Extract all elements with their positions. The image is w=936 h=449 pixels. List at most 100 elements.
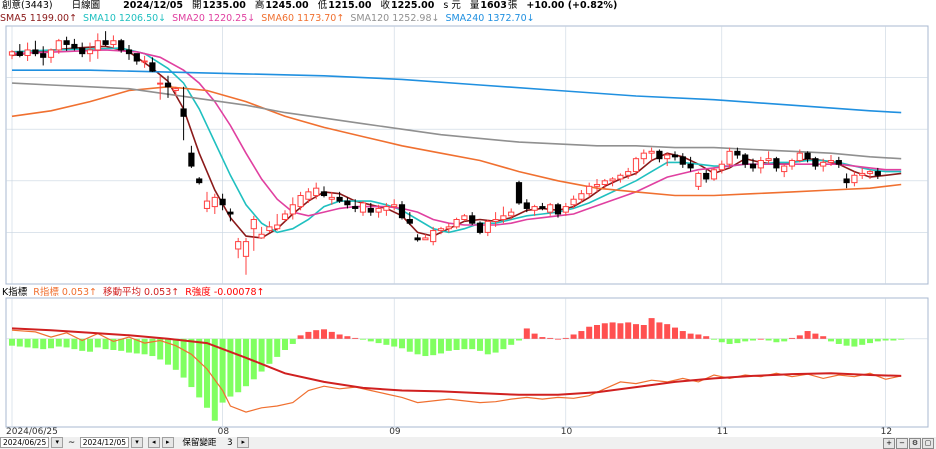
oscillator-bar bbox=[118, 338, 125, 351]
oscillator-bar bbox=[438, 338, 444, 354]
candle-body bbox=[391, 204, 398, 208]
candle-body bbox=[523, 202, 530, 209]
oscillator-bar bbox=[835, 338, 842, 344]
date-range-separator: ~ bbox=[67, 438, 76, 448]
candle-body bbox=[757, 160, 764, 169]
oscillator-bar bbox=[157, 338, 164, 360]
candle-body bbox=[79, 47, 86, 55]
oscillator-bar bbox=[227, 338, 234, 397]
x-axis-tick-label: 09 bbox=[389, 427, 401, 437]
oscillator-bar bbox=[617, 323, 624, 339]
candle-body bbox=[453, 219, 460, 228]
candle-body bbox=[469, 215, 476, 224]
volume-unit: 張 bbox=[507, 0, 518, 11]
oscillator-bar bbox=[383, 338, 390, 345]
oscillator-bar bbox=[266, 338, 273, 364]
oscillator-bar bbox=[172, 338, 179, 370]
ma-line-sma20 bbox=[11, 49, 902, 226]
start-date-field[interactable]: 2024/06/25 bbox=[0, 437, 50, 448]
stock-name: 創意(3443) bbox=[2, 0, 53, 11]
oscillator-bar bbox=[656, 322, 663, 339]
scroll-right-button[interactable]: ▸ bbox=[161, 437, 174, 448]
oscillator-bar bbox=[406, 338, 413, 352]
candle-body bbox=[336, 196, 343, 202]
candle-body bbox=[47, 49, 55, 58]
candle-body bbox=[437, 228, 445, 232]
oscillator-bar bbox=[16, 338, 23, 347]
oscillator-bar bbox=[570, 334, 577, 339]
oscillator-bar bbox=[453, 338, 460, 350]
keep-range-label: 保留變距 bbox=[182, 438, 217, 448]
candle-body bbox=[640, 152, 647, 160]
oscillator-bar bbox=[32, 338, 39, 349]
candle-body bbox=[414, 237, 421, 241]
moving-average-legend: SMA5 1199.00↑ SMA10 1206.50↓ SMA20 1220.25… bbox=[0, 13, 541, 25]
candle-body bbox=[157, 82, 164, 85]
oscillator-bar bbox=[274, 338, 281, 357]
zoom-in-button[interactable]: + bbox=[883, 438, 895, 449]
oscillator-bar bbox=[24, 338, 31, 348]
ma-legend-item: SMA60 1173.70↑ bbox=[261, 13, 345, 24]
x-axis-layer: 2024/06/25 08 09 10 11 12 bbox=[6, 427, 892, 437]
oscillator-bar bbox=[812, 333, 819, 339]
oscillator-bar bbox=[352, 337, 359, 339]
oscillator-bar bbox=[516, 338, 522, 341]
oscillator-bar bbox=[773, 338, 780, 343]
oscillator-bar bbox=[640, 325, 647, 339]
zoom-out-button[interactable]: − bbox=[896, 438, 908, 449]
candle-body bbox=[500, 215, 507, 220]
candle-body bbox=[601, 180, 608, 185]
oscillator-bar bbox=[430, 338, 437, 356]
candle-body bbox=[313, 187, 320, 197]
oscillator-bar bbox=[664, 324, 671, 339]
oscillator-bar bbox=[586, 326, 593, 339]
oscillator-bar bbox=[328, 331, 335, 339]
oscillator-bar bbox=[484, 338, 491, 355]
oscillator-line-layer bbox=[11, 327, 902, 413]
candle-body bbox=[632, 158, 640, 173]
candle-body bbox=[812, 158, 819, 167]
oscillator-bar bbox=[414, 338, 421, 355]
quote-header: 創意(3443) 日線圖 2024/12/05 開1235.00 高1245.0… bbox=[0, 0, 936, 12]
oscillator-bar bbox=[79, 338, 86, 351]
x-axis-tick-label: 2024/06/25 bbox=[6, 427, 58, 437]
oscillator-bar bbox=[711, 338, 717, 340]
candle-body bbox=[180, 108, 187, 117]
oscillator-bar bbox=[726, 338, 733, 344]
oscillator-bar bbox=[360, 338, 366, 340]
candle-body bbox=[398, 204, 406, 219]
candle-body bbox=[219, 198, 226, 206]
oscillator-bar bbox=[344, 336, 351, 339]
settings-icon[interactable]: ⚙ bbox=[909, 438, 921, 449]
oscillator-bar bbox=[243, 338, 249, 387]
maximize-icon[interactable]: ▢ bbox=[922, 438, 934, 449]
start-date-dropdown[interactable]: ▾ bbox=[51, 437, 64, 448]
oscillator-bar bbox=[391, 338, 398, 347]
candle-body bbox=[383, 206, 390, 211]
candle-body bbox=[874, 171, 881, 176]
candle-body bbox=[625, 171, 632, 176]
candle-body bbox=[141, 60, 148, 63]
oscillator-bar bbox=[500, 338, 507, 350]
candle-body bbox=[133, 53, 140, 62]
ma-line-sma5 bbox=[11, 45, 902, 239]
high-label: 高 bbox=[254, 0, 265, 11]
end-date-dropdown[interactable]: ▾ bbox=[131, 437, 143, 448]
scroll-left-button[interactable]: ◂ bbox=[147, 437, 160, 448]
candle-body bbox=[149, 62, 156, 72]
candle-body bbox=[422, 237, 429, 241]
candle-body bbox=[765, 158, 772, 162]
price-unit: s 元 bbox=[443, 0, 461, 11]
ma-line-sma240 bbox=[12, 69, 902, 114]
end-date-field[interactable]: 2024/12/05 bbox=[79, 437, 129, 448]
oscillator-bar bbox=[375, 338, 382, 344]
period-label: 日線圖 bbox=[71, 0, 101, 11]
oscillator-bar bbox=[133, 338, 140, 354]
oscillator-bar bbox=[399, 338, 405, 349]
oscillator-bar bbox=[851, 338, 858, 347]
ma-line-sma120 bbox=[11, 82, 902, 160]
candle-body bbox=[352, 206, 359, 209]
candle-body bbox=[118, 40, 125, 51]
oscillator-bar bbox=[55, 338, 62, 347]
keep-range-button[interactable]: ▸ bbox=[237, 437, 250, 448]
